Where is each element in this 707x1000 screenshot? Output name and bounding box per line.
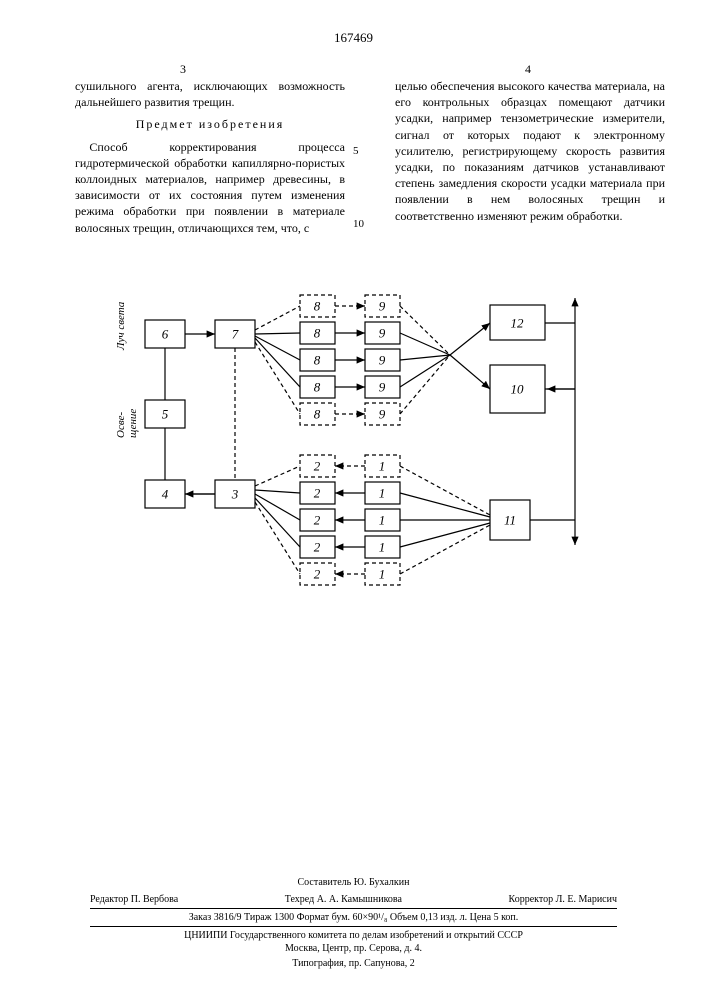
svg-text:5: 5 — [162, 407, 169, 422]
svg-text:8: 8 — [314, 353, 321, 368]
svg-text:2: 2 — [314, 567, 321, 582]
compiler-line: Составитель Ю. Бухалкин — [90, 876, 617, 889]
svg-text:6: 6 — [162, 327, 169, 342]
svg-text:9: 9 — [379, 407, 386, 422]
svg-text:2: 2 — [314, 486, 321, 501]
svg-text:2: 2 — [314, 540, 321, 555]
org-line: ЦНИИПИ Государственного комитета по дела… — [90, 929, 617, 942]
svg-text:12: 12 — [511, 316, 525, 331]
svg-text:8: 8 — [314, 380, 321, 395]
svg-text:1: 1 — [379, 459, 386, 474]
page-number-right: 4 — [525, 62, 531, 77]
svg-text:1: 1 — [379, 567, 386, 582]
svg-text:9: 9 — [379, 299, 386, 314]
document-number: 167469 — [0, 30, 707, 46]
footer: Составитель Ю. Бухалкин Редактор П. Верб… — [90, 876, 617, 970]
page-number-left: 3 — [180, 62, 186, 77]
svg-text:9: 9 — [379, 353, 386, 368]
line-marker-5: 5 — [353, 145, 359, 157]
svg-text:8: 8 — [314, 299, 321, 314]
svg-text:11: 11 — [504, 513, 516, 528]
pub-info: Заказ 3816/9 Тираж 1300 Формат бум. 60×9… — [90, 911, 617, 927]
svg-text:10: 10 — [511, 382, 525, 397]
addr1-line: Москва, Центр, пр. Серова, д. 4. — [90, 942, 617, 955]
para-left-1: сушильного агента, исключающих возможнос… — [75, 78, 345, 110]
svg-text:1: 1 — [379, 540, 386, 555]
group-8-9: 8 9 8 9 8 9 8 9 — [300, 295, 400, 425]
subject-invention-heading: Предмет изобретения — [75, 116, 345, 132]
addr2-line: Типография, пр. Сапунова, 2 — [90, 957, 617, 970]
svg-text:7: 7 — [232, 327, 239, 342]
column-right: целью обеспечения высокого качества мате… — [395, 78, 665, 224]
line-marker-10: 10 — [353, 218, 364, 230]
svg-text:2: 2 — [314, 513, 321, 528]
block-diagram: Луч света Осве- щение 6 5 4 7 3 8 — [110, 290, 590, 620]
column-left: сушильного агента, исключающих возможнос… — [75, 78, 345, 236]
techred: Техред А. А. Камышникова — [285, 893, 402, 906]
svg-text:8: 8 — [314, 326, 321, 341]
svg-text:9: 9 — [379, 326, 386, 341]
para-right-1: целью обеспечения высокого качества мате… — [395, 78, 665, 224]
label-shchenie: щение — [127, 409, 139, 438]
editor: Редактор П. Вербова — [90, 893, 178, 906]
group-2-1: 2 1 2 1 2 1 2 1 — [300, 455, 400, 585]
svg-text:8: 8 — [314, 407, 321, 422]
corrector: Корректор Л. Е. Марисич — [509, 893, 617, 906]
svg-text:3: 3 — [231, 487, 239, 502]
label-luch-sveta: Луч света — [115, 301, 127, 351]
para-left-2: Способ корректирования процесса гидротер… — [75, 139, 345, 236]
svg-text:4: 4 — [162, 487, 169, 502]
svg-text:1: 1 — [379, 486, 386, 501]
svg-text:2: 2 — [314, 459, 321, 474]
svg-text:1: 1 — [379, 513, 386, 528]
svg-text:9: 9 — [379, 380, 386, 395]
label-osve: Осве- — [115, 412, 127, 438]
